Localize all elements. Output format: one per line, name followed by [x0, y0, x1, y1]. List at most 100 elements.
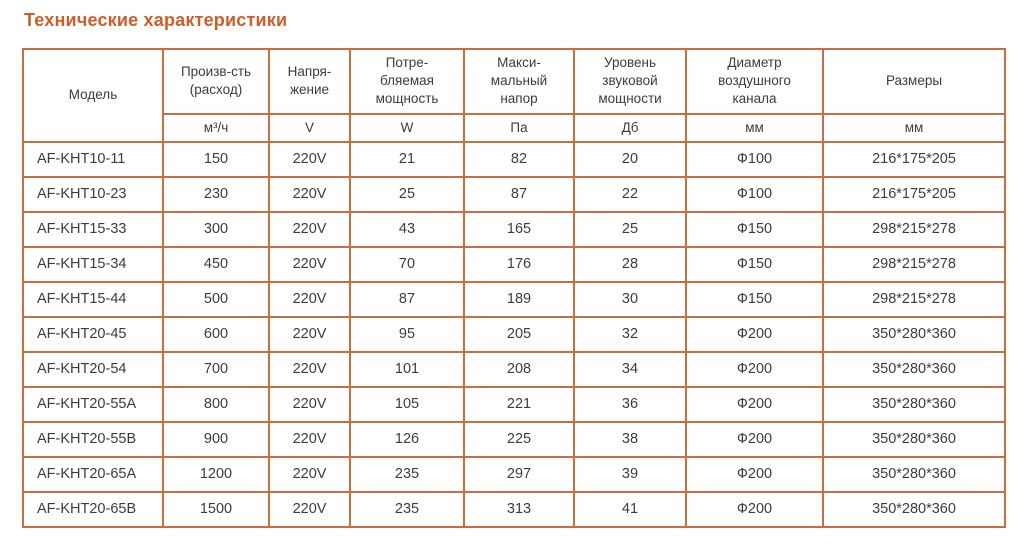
- cell-voltage: 220V: [268, 280, 351, 318]
- cell-duct-diameter: Ф200: [685, 350, 824, 388]
- cell-model: AF-KHT10-23: [22, 175, 164, 213]
- table-row: AF-KHT10-23 230 220V 25 87 22 Ф100 216*1…: [22, 175, 1006, 213]
- cell-voltage: 220V: [268, 210, 351, 248]
- cell-voltage: 220V: [268, 455, 351, 493]
- cell-pressure: 165: [463, 210, 575, 248]
- cell-duct-diameter: Ф200: [685, 315, 824, 353]
- cell-model: AF-KHT20-54: [22, 350, 164, 388]
- cell-model: AF-KHT20-45: [22, 315, 164, 353]
- cell-voltage: 220V: [268, 140, 351, 178]
- cell-noise: 39: [573, 455, 687, 493]
- cell-noise: 41: [573, 490, 687, 528]
- page-title: Технические характеристики: [24, 10, 288, 30]
- spec-table: Модель Произв-сть (расход) Напря- жение …: [22, 48, 1006, 528]
- cell-flow: 700: [162, 350, 270, 388]
- cell-model: AF-KHT15-33: [22, 210, 164, 248]
- units-row: м³/ч V W Па Дб мм мм: [23, 112, 1006, 143]
- cell-power: 101: [349, 350, 465, 388]
- cell-voltage: 220V: [268, 385, 351, 423]
- cell-power: 95: [349, 315, 465, 353]
- table-body: AF-KHT10-11 150 220V 21 82 20 Ф100 216*1…: [22, 140, 1006, 528]
- col-header-pressure: Макси- мальный напор: [463, 48, 575, 115]
- cell-flow: 150: [162, 140, 270, 178]
- table-row: AF-KHT20-45 600 220V 95 205 32 Ф200 350*…: [22, 315, 1006, 353]
- cell-voltage: 220V: [268, 350, 351, 388]
- table-row: AF-KHT20-55A 800 220V 105 221 36 Ф200 35…: [22, 385, 1006, 423]
- cell-power: 87: [349, 280, 465, 318]
- cell-duct-diameter: Ф150: [685, 245, 824, 283]
- cell-dimensions: 350*280*360: [822, 385, 1006, 423]
- cell-pressure: 189: [463, 280, 575, 318]
- cell-noise: 25: [573, 210, 687, 248]
- cell-flow: 450: [162, 245, 270, 283]
- table-row: AF-KHT15-44 500 220V 87 189 30 Ф150 298*…: [22, 280, 1006, 318]
- cell-duct-diameter: Ф200: [685, 490, 824, 528]
- cell-duct-diameter: Ф200: [685, 455, 824, 493]
- cell-model: AF-KHT20-65A: [22, 455, 164, 493]
- cell-flow: 900: [162, 420, 270, 458]
- cell-flow: 230: [162, 175, 270, 213]
- cell-noise: 34: [573, 350, 687, 388]
- cell-pressure: 297: [463, 455, 575, 493]
- cell-pressure: 82: [463, 140, 575, 178]
- cell-noise: 38: [573, 420, 687, 458]
- unit-flow: м³/ч: [162, 112, 270, 143]
- cell-dimensions: 350*280*360: [822, 315, 1006, 353]
- cell-power: 25: [349, 175, 465, 213]
- cell-dimensions: 350*280*360: [822, 490, 1006, 528]
- cell-duct-diameter: Ф100: [685, 140, 824, 178]
- cell-pressure: 87: [463, 175, 575, 213]
- cell-voltage: 220V: [268, 420, 351, 458]
- cell-duct-diameter: Ф100: [685, 175, 824, 213]
- cell-flow: 500: [162, 280, 270, 318]
- cell-flow: 1500: [162, 490, 270, 528]
- table-row: AF-KHT10-11 150 220V 21 82 20 Ф100 216*1…: [22, 140, 1006, 178]
- table-header: Модель Произв-сть (расход) Напря- жение …: [22, 48, 1006, 143]
- cell-model: AF-KHT15-34: [22, 245, 164, 283]
- cell-pressure: 205: [463, 315, 575, 353]
- unit-noise: Дб: [573, 112, 687, 143]
- col-header-voltage: Напря- жение: [268, 48, 351, 115]
- unit-power: W: [349, 112, 465, 143]
- cell-dimensions: 350*280*360: [822, 350, 1006, 388]
- table-row: AF-KHT20-65A 1200 220V 235 297 39 Ф200 3…: [22, 455, 1006, 493]
- cell-pressure: 208: [463, 350, 575, 388]
- table-row: AF-KHT15-33 300 220V 43 165 25 Ф150 298*…: [22, 210, 1006, 248]
- cell-power: 126: [349, 420, 465, 458]
- cell-dimensions: 298*215*278: [822, 280, 1006, 318]
- table-row: AF-KHT20-65B 1500 220V 235 313 41 Ф200 3…: [22, 490, 1006, 528]
- cell-noise: 36: [573, 385, 687, 423]
- column-header-row: Модель Произв-сть (расход) Напря- жение …: [22, 48, 1006, 143]
- col-header-power: Потре- бляемая мощность: [349, 48, 465, 115]
- cell-noise: 20: [573, 140, 687, 178]
- cell-model: AF-KHT10-11: [22, 140, 164, 178]
- cell-power: 235: [349, 455, 465, 493]
- cell-flow: 300: [162, 210, 270, 248]
- cell-noise: 22: [573, 175, 687, 213]
- cell-flow: 600: [162, 315, 270, 353]
- cell-voltage: 220V: [268, 490, 351, 528]
- cell-model: AF-KHT20-65B: [22, 490, 164, 528]
- cell-dimensions: 216*175*205: [822, 140, 1006, 178]
- unit-duct-diameter: мм: [685, 112, 824, 143]
- table-row: AF-KHT20-54 700 220V 101 208 34 Ф200 350…: [22, 350, 1006, 388]
- cell-voltage: 220V: [268, 175, 351, 213]
- cell-noise: 28: [573, 245, 687, 283]
- cell-flow: 1200: [162, 455, 270, 493]
- unit-pressure: Па: [463, 112, 575, 143]
- cell-dimensions: 350*280*360: [822, 420, 1006, 458]
- unit-voltage: V: [268, 112, 351, 143]
- col-header-duct-diameter: Диаметр воздушного канала: [685, 48, 824, 115]
- cell-power: 43: [349, 210, 465, 248]
- cell-pressure: 176: [463, 245, 575, 283]
- cell-dimensions: 350*280*360: [822, 455, 1006, 493]
- cell-noise: 32: [573, 315, 687, 353]
- col-header-model: Модель: [22, 48, 164, 143]
- cell-duct-diameter: Ф150: [685, 280, 824, 318]
- cell-duct-diameter: Ф150: [685, 210, 824, 248]
- cell-power: 70: [349, 245, 465, 283]
- table-row: AF-KHT15-34 450 220V 70 176 28 Ф150 298*…: [22, 245, 1006, 283]
- cell-power: 21: [349, 140, 465, 178]
- cell-duct-diameter: Ф200: [685, 420, 824, 458]
- cell-model: AF-KHT20-55A: [22, 385, 164, 423]
